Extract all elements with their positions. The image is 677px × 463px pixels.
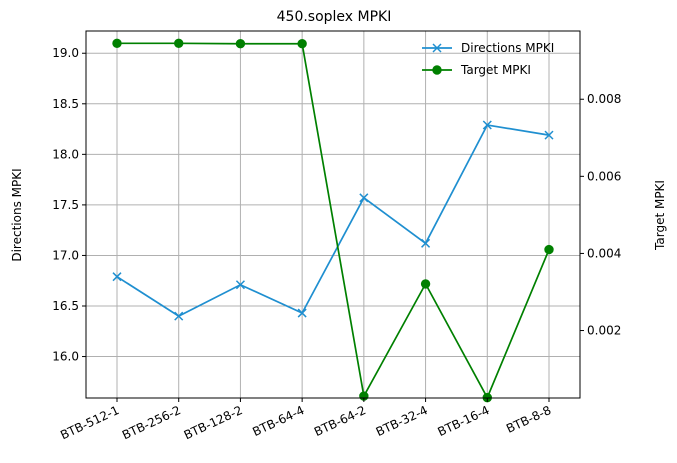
- x-marker-stroke: [174, 311, 184, 321]
- target-mpki-point: [544, 244, 554, 255]
- x-marker-stroke: [112, 272, 122, 282]
- target-mpki-point: [235, 39, 246, 49]
- y-tick-label-left: 16.0: [52, 350, 79, 364]
- y-tick-label-left: 18.5: [52, 97, 79, 111]
- x-marker-stroke: [297, 308, 307, 318]
- y-tick-label-right: 0.006: [587, 169, 621, 183]
- y-axis-label-right: Target MPKI: [653, 180, 667, 251]
- x-tick-label: BTB-8-8: [504, 403, 553, 436]
- directions-mpki-point: [544, 130, 554, 140]
- legend-marker: [432, 65, 442, 75]
- x-marker-stroke: [235, 280, 245, 290]
- x-marker-stroke: [432, 43, 442, 53]
- grid: [86, 31, 580, 398]
- chart-title: 450.soplex MPKI: [277, 9, 392, 25]
- plot-frame: [85, 30, 581, 399]
- x-tick-label: BTB-128-2: [182, 403, 245, 442]
- directions-mpki-point: [359, 193, 369, 203]
- legend: Directions MPKI Target MPKI: [422, 41, 554, 77]
- directions-mpki-point: [297, 308, 307, 318]
- y-tick-label-left: 17.0: [52, 248, 79, 262]
- x-tick-label: BTB-64-4: [250, 403, 306, 439]
- y-tick-label-right: 0.002: [587, 324, 621, 338]
- directions-mpki-point: [112, 272, 122, 282]
- x-tick-label: BTB-32-4: [374, 403, 430, 439]
- legend-label: Target MPKI: [460, 63, 531, 77]
- legend-label: Directions MPKI: [461, 41, 554, 55]
- x-tick-label: BTB-64-2: [312, 403, 368, 439]
- x-marker-stroke: [482, 120, 492, 130]
- x-tick-label: BTB-256-2: [120, 403, 183, 442]
- y-tick-label-right: 0.008: [587, 92, 621, 106]
- target-mpki-point: [174, 38, 184, 49]
- legend-marker: [432, 43, 442, 53]
- x-marker-stroke: [421, 238, 431, 248]
- target-mpki-point: [112, 38, 122, 49]
- y-tick-label-left: 16.5: [52, 299, 79, 313]
- x-marker-stroke: [544, 130, 554, 140]
- target-mpki-point: [297, 39, 307, 49]
- y-tick-label-right: 0.004: [587, 246, 621, 260]
- y-axis-label-left: Directions MPKI: [10, 168, 24, 261]
- x-tick-label: BTB-512-1: [58, 403, 121, 442]
- directions-mpki-point: [235, 280, 245, 290]
- y-tick-label-left: 19.0: [52, 46, 79, 60]
- series: [112, 38, 554, 403]
- directions-mpki-point: [174, 311, 184, 321]
- x-tick-label: BTB-16-4: [435, 403, 491, 439]
- legend-item-target-mpki: Target MPKI: [422, 63, 531, 77]
- legend-item-directions-mpki: Directions MPKI: [422, 41, 554, 55]
- target-mpki-line: [117, 42, 550, 400]
- directions-mpki-line: [116, 124, 550, 318]
- x-marker-stroke: [359, 193, 369, 203]
- directions-mpki-point: [421, 238, 431, 248]
- y-tick-label-left: 17.5: [52, 198, 79, 212]
- y-tick-label-left: 18.0: [52, 147, 79, 161]
- target-mpki-point: [420, 279, 431, 289]
- directions-mpki-point: [482, 120, 492, 130]
